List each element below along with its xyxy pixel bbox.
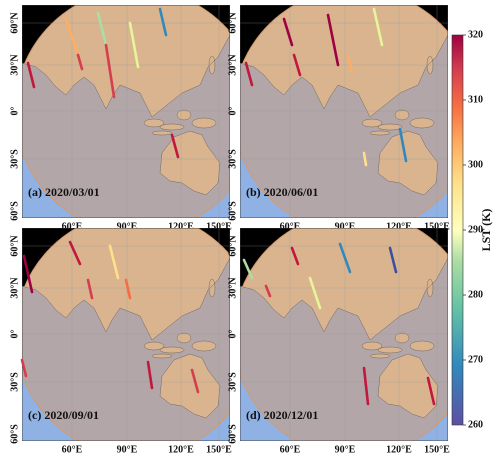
satellite-swath <box>338 242 352 274</box>
map-panel: (c) 2020/09/01 <box>15 212 259 456</box>
satellite-swath <box>128 21 140 69</box>
satellite-swath <box>264 284 272 298</box>
lon-tick-label: 150°E <box>424 221 450 232</box>
colorbar-tick-label: 280 <box>468 289 483 300</box>
lat-tick-label: 60°S <box>9 201 20 221</box>
satellite-swath <box>26 61 36 89</box>
map-panel: (d) 2020/12/01 <box>233 212 477 456</box>
lon-tick-label: 150°E <box>206 444 232 455</box>
panel-label: (d) 2020/12/01 <box>246 408 318 422</box>
colorbar-label: LST (K) <box>479 209 493 252</box>
lat-tick-label: 30°N <box>227 54 238 76</box>
satellite-swath <box>362 151 368 167</box>
satellite-swath <box>290 246 300 266</box>
lon-tick-label: 60°E <box>280 221 301 232</box>
satellite-swath <box>86 278 94 300</box>
lon-tick-label: 120°E <box>168 221 194 232</box>
lon-tick-label: 120°E <box>386 221 412 232</box>
lat-tick-label: 0° <box>9 107 20 116</box>
satellite-swath <box>308 276 322 310</box>
colorbar-tick-label: 310 <box>468 94 483 105</box>
satellite-swath <box>108 244 120 280</box>
satellite-swath <box>76 53 84 71</box>
lat-tick-label: 30°N <box>9 277 20 299</box>
lon-tick-label: 60°E <box>62 444 83 455</box>
satellite-swath <box>372 7 384 47</box>
lat-tick-label: 30°N <box>9 54 20 76</box>
lon-tick-label: 90°E <box>117 221 138 232</box>
colorbar-tick-label: 270 <box>468 354 483 365</box>
lat-tick-label: 30°S <box>9 149 20 169</box>
satellite-swath <box>68 240 82 266</box>
satellite-swath <box>190 368 200 394</box>
lat-tick-label: 30°N <box>227 277 238 299</box>
satellite-swath <box>398 127 408 163</box>
satellite-swath <box>346 55 354 73</box>
satellite-swath <box>146 360 154 390</box>
panel-label: (b) 2020/06/01 <box>246 185 318 199</box>
lon-tick-label: 120°E <box>386 444 412 455</box>
map-panel: (a) 2020/03/01 <box>15 0 259 233</box>
colorbar-tick-label: 260 <box>468 419 483 430</box>
lat-tick-label: 60°S <box>9 424 20 444</box>
satellite-swath <box>124 278 132 300</box>
lon-tick-label: 150°E <box>424 444 450 455</box>
satellite-swath <box>170 133 180 159</box>
lat-tick-label: 60°N <box>227 12 238 34</box>
satellite-swath <box>326 13 340 67</box>
lat-tick-label: 60°N <box>9 235 20 257</box>
satellite-swath <box>22 254 34 294</box>
satellite-swath <box>292 53 302 77</box>
map-panel: (b) 2020/06/01 <box>233 0 477 233</box>
lat-tick-label: 0° <box>9 330 20 339</box>
lon-tick-label: 90°E <box>335 444 356 455</box>
lat-tick-label: 60°N <box>227 235 238 257</box>
lon-tick-label: 90°E <box>335 221 356 232</box>
satellite-swath <box>426 376 436 406</box>
colorbar-tick-label: 320 <box>468 29 483 40</box>
lat-tick-label: 60°S <box>227 201 238 221</box>
satellite-swath <box>104 43 116 99</box>
satellite-swath <box>158 7 168 37</box>
colorbar-tick-label: 300 <box>468 159 483 170</box>
lat-tick-label: 30°S <box>227 149 238 169</box>
satellite-swath <box>20 358 28 378</box>
satellite-swath <box>96 11 108 47</box>
lon-tick-label: 60°E <box>62 221 83 232</box>
lon-tick-label: 90°E <box>117 444 138 455</box>
lat-tick-label: 0° <box>227 330 238 339</box>
lat-tick-label: 30°S <box>9 372 20 392</box>
satellite-swath <box>244 61 254 87</box>
panel-label: (c) 2020/09/01 <box>28 408 99 422</box>
colorbar-tick-label: 290 <box>468 224 483 235</box>
colorbar <box>451 34 464 426</box>
satellite-swath <box>64 17 80 57</box>
lon-tick-label: 120°E <box>168 444 194 455</box>
satellite-swath <box>362 366 370 406</box>
lat-tick-label: 60°S <box>227 424 238 444</box>
lon-tick-label: 150°E <box>206 221 232 232</box>
lon-tick-label: 60°E <box>280 444 301 455</box>
lat-tick-label: 0° <box>227 107 238 116</box>
satellite-swath <box>282 17 294 47</box>
satellite-swath <box>388 246 398 274</box>
lat-tick-label: 30°S <box>227 372 238 392</box>
panel-label: (a) 2020/03/01 <box>28 185 100 199</box>
satellite-swath <box>242 258 254 280</box>
lat-tick-label: 60°N <box>9 12 20 34</box>
